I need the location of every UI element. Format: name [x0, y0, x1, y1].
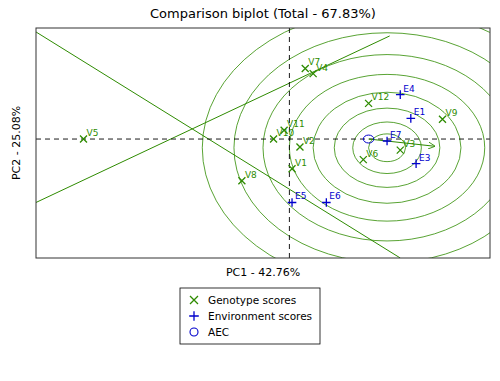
- chart: Comparison biplot (Total - 67.83%) PC2 - …: [0, 0, 500, 381]
- concentric-circle: [353, 122, 422, 174]
- vertical-reference-line: [289, 28, 290, 258]
- point-label: V3: [403, 139, 415, 149]
- x-axis-label: PC1 - 42.76%: [226, 266, 300, 279]
- point-label: E1: [414, 107, 425, 117]
- concentric-circle: [334, 108, 440, 187]
- aec-arrow: [369, 139, 435, 146]
- point-label: V12: [372, 92, 390, 102]
- point-labels: V1V2V3V4V5V6V7V8V9V10V11V12E1E3E4E5E6E7: [87, 57, 458, 201]
- title: Comparison biplot (Total - 67.83%): [150, 6, 376, 21]
- point-label: V11: [287, 119, 305, 129]
- legend-marker: [190, 328, 198, 336]
- point-label: E7: [390, 130, 401, 140]
- legend-marker: [189, 311, 199, 321]
- legend: Genotype scores Environment scores AEC: [180, 288, 320, 344]
- point-label: V1: [295, 158, 307, 168]
- concentric-circle: [202, 28, 490, 258]
- horizontal-reference-line: [36, 139, 490, 140]
- aec-point: [363, 135, 374, 143]
- legend-marker: [190, 296, 198, 304]
- point-label: V9: [445, 108, 457, 118]
- point-label: V2: [303, 136, 315, 146]
- diagonal-line: [36, 36, 390, 203]
- concentric-circle: [313, 92, 461, 203]
- plot-area: [36, 28, 490, 258]
- point-label: V7: [308, 57, 320, 67]
- point-label: E6: [329, 191, 341, 201]
- point-label: V6: [366, 149, 378, 159]
- concentric-circle: [263, 55, 490, 241]
- point-label: V5: [87, 128, 99, 138]
- legend-label: AEC: [208, 326, 229, 338]
- plot-frame: [36, 28, 490, 258]
- legend-label: Environment scores: [208, 310, 312, 322]
- y-axis-label: PC2 - 25.08%: [10, 106, 23, 180]
- point-label: V10: [277, 128, 295, 138]
- point-label: E5: [295, 191, 306, 201]
- point-label: E4: [403, 84, 415, 94]
- legend-box: [180, 288, 320, 344]
- concentric-circle: [234, 33, 490, 258]
- concentric-circle: [289, 74, 484, 221]
- point-label: V8: [245, 170, 257, 180]
- diagonal-line: [36, 32, 400, 258]
- point-label: E3: [419, 153, 430, 163]
- legend-label: Genotype scores: [208, 294, 296, 306]
